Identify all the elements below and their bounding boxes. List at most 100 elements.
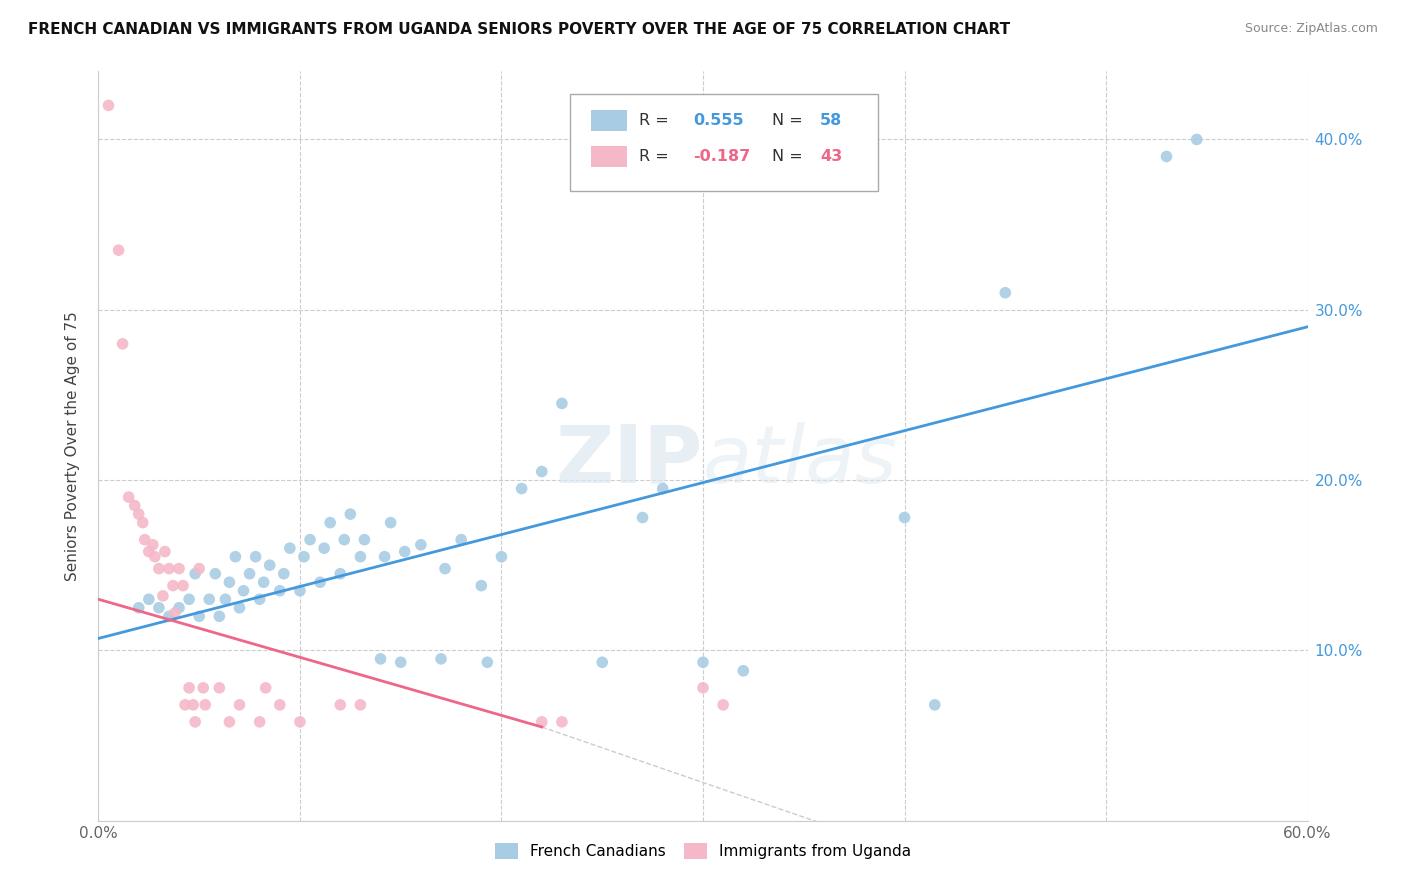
- Point: [157, 561, 180, 575]
- Point: [228, 698, 250, 712]
- Point: [232, 583, 254, 598]
- FancyBboxPatch shape: [591, 145, 627, 167]
- Point: [138, 544, 160, 558]
- Point: [162, 579, 184, 593]
- Point: [733, 664, 755, 678]
- Point: [128, 507, 150, 521]
- Text: 43: 43: [820, 149, 842, 163]
- Text: atlas: atlas: [703, 422, 898, 500]
- Point: [409, 538, 432, 552]
- Point: [434, 561, 457, 575]
- Point: [370, 652, 392, 666]
- Point: [292, 549, 315, 564]
- Point: [239, 566, 262, 581]
- Point: [152, 589, 174, 603]
- Point: [893, 510, 915, 524]
- Text: -0.187: -0.187: [693, 149, 751, 163]
- Point: [430, 652, 453, 666]
- Point: [273, 566, 295, 581]
- Point: [179, 592, 201, 607]
- Point: [692, 681, 714, 695]
- Point: [288, 583, 311, 598]
- Point: [208, 681, 231, 695]
- Point: [118, 490, 141, 504]
- Point: [184, 714, 207, 729]
- Text: N =: N =: [772, 112, 808, 128]
- Point: [530, 465, 553, 479]
- Point: [167, 600, 190, 615]
- Point: [128, 600, 150, 615]
- Point: [450, 533, 472, 547]
- Point: [253, 575, 276, 590]
- Text: 58: 58: [820, 112, 842, 128]
- Point: [551, 714, 574, 729]
- Point: [193, 681, 215, 695]
- Point: [208, 609, 231, 624]
- Point: [259, 558, 281, 573]
- Point: [353, 533, 375, 547]
- Point: [329, 566, 352, 581]
- Legend: French Canadians, Immigrants from Uganda: French Canadians, Immigrants from Uganda: [489, 838, 917, 865]
- Point: [1185, 132, 1208, 146]
- Point: [188, 609, 211, 624]
- Point: [124, 499, 146, 513]
- Point: [198, 592, 221, 607]
- Point: [249, 714, 271, 729]
- Point: [278, 541, 301, 556]
- Point: [349, 549, 371, 564]
- Point: [97, 98, 120, 112]
- Point: [218, 714, 240, 729]
- Point: [651, 482, 673, 496]
- Text: R =: R =: [638, 149, 673, 163]
- Point: [184, 566, 207, 581]
- Point: [389, 655, 412, 669]
- Point: [477, 655, 499, 669]
- Text: R =: R =: [638, 112, 673, 128]
- Point: [299, 533, 322, 547]
- Point: [339, 507, 361, 521]
- Point: [551, 396, 574, 410]
- Point: [163, 606, 186, 620]
- Point: [167, 561, 190, 575]
- Point: [924, 698, 946, 712]
- Point: [254, 681, 277, 695]
- Text: FRENCH CANADIAN VS IMMIGRANTS FROM UGANDA SENIORS POVERTY OVER THE AGE OF 75 COR: FRENCH CANADIAN VS IMMIGRANTS FROM UGAND…: [28, 22, 1011, 37]
- Point: [153, 544, 176, 558]
- FancyBboxPatch shape: [591, 110, 627, 130]
- Point: [138, 592, 160, 607]
- Point: [994, 285, 1017, 300]
- Point: [132, 516, 155, 530]
- Point: [188, 561, 211, 575]
- Point: [470, 579, 492, 593]
- Point: [107, 243, 129, 257]
- Y-axis label: Seniors Poverty Over the Age of 75: Seniors Poverty Over the Age of 75: [65, 311, 80, 581]
- Point: [510, 482, 533, 496]
- Point: [374, 549, 396, 564]
- Text: Source: ZipAtlas.com: Source: ZipAtlas.com: [1244, 22, 1378, 36]
- Point: [143, 549, 166, 564]
- Point: [269, 698, 291, 712]
- Point: [194, 698, 217, 712]
- Point: [530, 714, 553, 729]
- Point: [1156, 149, 1178, 163]
- Point: [329, 698, 352, 712]
- Point: [174, 698, 197, 712]
- Point: [249, 592, 271, 607]
- Point: [224, 549, 246, 564]
- Point: [288, 714, 311, 729]
- Text: N =: N =: [772, 149, 808, 163]
- Text: ZIP: ZIP: [555, 422, 703, 500]
- Point: [157, 609, 180, 624]
- Point: [692, 655, 714, 669]
- Point: [394, 544, 416, 558]
- Point: [491, 549, 513, 564]
- Point: [380, 516, 402, 530]
- Point: [314, 541, 336, 556]
- Point: [631, 510, 654, 524]
- Point: [111, 336, 134, 351]
- Point: [172, 579, 194, 593]
- Point: [214, 592, 236, 607]
- Point: [142, 538, 165, 552]
- Point: [319, 516, 342, 530]
- Point: [148, 600, 170, 615]
